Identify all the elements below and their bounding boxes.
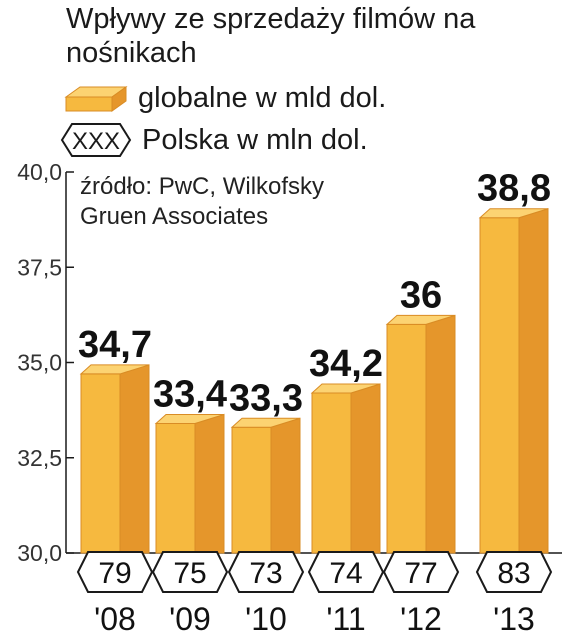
bar-front-3 [311,392,352,554]
legend-hexagon-icon: XXX [60,123,132,157]
data-label-global-2: 33,3 [229,377,303,419]
x-tick-label-2: '10 [245,601,287,637]
bar-side-1 [194,413,225,554]
x-tick-label-1: '09 [169,601,211,637]
source-line-2: Gruen Associates [80,203,269,230]
legend-hexagon-text: XXX [72,128,120,155]
hexagon-poland-5 [475,551,553,593]
chart-title: Wpływy ze sprzedaży filmów na nośnikach [66,3,476,69]
bar-front-4 [386,323,427,554]
data-label-poland-0: 79 [98,557,131,590]
bar-side-4 [425,314,456,554]
data-label-global-1: 33,4 [153,373,227,415]
bar-side-2 [270,417,301,554]
data-label-poland-1: 75 [173,557,206,590]
y-tick-label: 32,5 [17,445,62,471]
x-tick-label-3: '11 [326,601,365,637]
x-tick-label-4: '12 [400,601,442,637]
bar-top-4 [385,314,456,325]
data-label-poland-5: 83 [497,557,530,590]
legend-item-global: globalne w mld dol. [60,78,386,118]
y-tick-label: 37,5 [17,254,62,280]
data-label-global-4: 36 [400,274,442,316]
x-tick-label-0: '08 [94,601,136,637]
x-tick-label-5: '13 [493,601,535,637]
data-label-poland-2: 73 [249,557,282,590]
source-line-1: źródło: PwC, Wilkofsky [80,173,325,200]
bar-side-0 [119,364,150,554]
bar-top-0 [79,364,150,375]
bar-front-1 [155,422,196,554]
legend-item-poland: XXX Polska w mln dol. [60,120,368,160]
bar-top-1 [154,413,225,424]
hexagon-poland-4 [382,551,460,593]
bar-side-5 [518,208,549,554]
data-label-global-5: 38,8 [477,168,551,210]
bar-top-3 [310,383,381,394]
bar-front-2 [231,426,272,554]
hexagon-poland-2 [227,551,305,593]
data-label-poland-3: 74 [329,557,362,590]
y-tick-label: 35,0 [17,350,62,376]
bar-top-2 [230,417,301,428]
hexagon-poland-1 [151,551,229,593]
bar-front-0 [80,373,121,554]
bar-side-3 [350,383,381,554]
data-label-global-3: 34,2 [309,343,383,385]
data-label-global-0: 34,7 [78,324,152,366]
data-label-poland-4: 77 [404,557,437,590]
y-tick-label: 30,0 [17,540,62,566]
bar-top-5 [478,208,549,219]
y-tick-label: 40,0 [17,159,62,185]
legend-box-icon [64,86,128,112]
source-note: źródło: PwC, Wilkofsky Gruen Associates [80,172,324,232]
bar-front-5 [479,217,520,554]
legend-label-global: globalne w mld dol. [138,81,387,114]
legend-label-poland: Polska w mln dol. [142,123,368,156]
